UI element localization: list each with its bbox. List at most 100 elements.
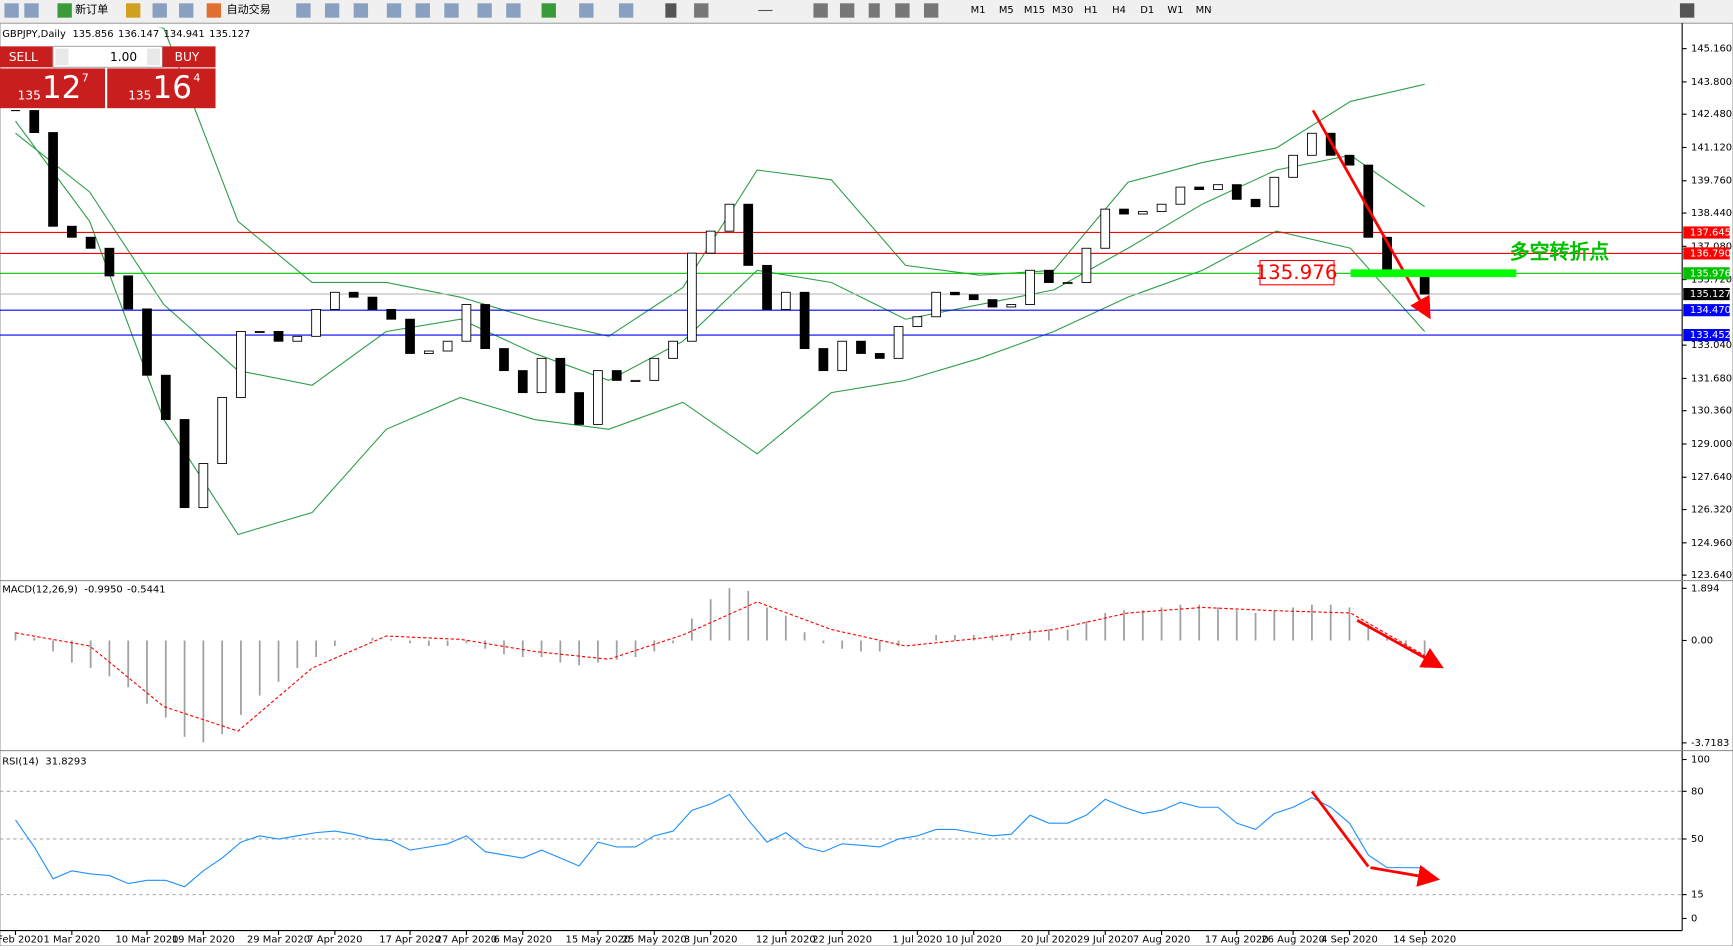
icon[interactable] [839,3,855,18]
icon[interactable] [758,9,773,12]
candle [292,335,303,342]
icon[interactable] [206,3,222,18]
macd-bar [1085,621,1088,641]
icon[interactable] [813,3,828,18]
icon[interactable] [694,3,709,18]
candle [1288,154,1298,178]
x-tick-label: 27 Apr 2020 [436,934,497,945]
icon[interactable] [868,3,880,18]
candle [480,304,491,350]
candle [1194,186,1205,190]
timeframe-button[interactable]: W1 [1167,5,1183,16]
spin-up[interactable] [146,48,161,66]
candle [837,340,848,372]
macd-bar [409,640,411,644]
icon[interactable] [618,3,634,18]
candle [66,225,77,238]
macd-bar [503,640,505,655]
candle [1344,154,1355,166]
icon[interactable] [665,3,677,18]
candle [780,291,791,310]
y-tick-label: 126.320 [1691,505,1732,516]
buy-price-box[interactable] [107,68,216,109]
macd-bar [1423,640,1426,668]
price-level-label: 135.976 [1690,268,1731,279]
timeframe-button[interactable]: M30 [1052,5,1073,16]
x-tick-label: 22 Jun 2020 [812,934,872,945]
icon[interactable] [353,3,369,18]
support-highlight [1350,269,1517,278]
x-tick-label: 26 Aug 2020 [1261,934,1325,945]
buy-price-point[interactable]: 4 [193,71,200,84]
buy-button[interactable] [162,46,216,68]
icon[interactable] [324,3,340,18]
icon[interactable] [24,3,39,18]
timeframe-button[interactable]: MN [1196,5,1212,16]
candle [1043,269,1054,283]
volume-input[interactable] [52,45,164,68]
search-icon[interactable] [1679,3,1695,18]
macd-bar [1047,629,1050,641]
macd-bar [672,640,674,644]
macd-bar [427,640,430,647]
icon[interactable] [152,3,167,18]
sell-price-pips[interactable]: 12 [42,70,81,106]
candle [1062,282,1073,285]
sell-label[interactable]: SELL [9,50,38,64]
macd-bar [1329,604,1332,641]
macd-bar [784,615,787,641]
icon[interactable] [895,3,910,18]
icon[interactable] [506,3,521,18]
candle [968,294,979,301]
icon[interactable] [415,3,430,18]
candle [705,230,716,254]
candle [1025,269,1035,305]
macd-bar [371,637,374,641]
icon[interactable] [541,3,556,18]
timeframe-button[interactable]: M15 [1024,5,1045,16]
x-tick-label: 4 Sep 2020 [1321,934,1378,945]
icon[interactable] [579,3,594,18]
x-tick-label: 10 Mar 2020 [115,934,178,945]
candle [254,331,265,333]
sell-price-box[interactable] [0,68,105,109]
macd-bar [1104,612,1107,641]
spin-down[interactable] [55,48,69,66]
new-order-button[interactable]: 新订单 [75,2,108,16]
y-tick-label: 133.040 [1691,340,1732,351]
icon[interactable] [386,3,402,18]
timeframe-button[interactable]: M5 [999,5,1014,16]
icon[interactable] [444,3,459,18]
macd-bar [690,618,693,641]
icon[interactable] [57,3,72,18]
macd-bar [935,634,938,641]
candle [367,296,378,310]
sell-price-big[interactable]: 135 [18,89,41,103]
macd-bar [296,640,299,669]
y-tick-label: 135.720 [1691,275,1732,286]
icon[interactable] [4,3,19,18]
candle [762,264,772,310]
buy-price-big[interactable]: 135 [128,89,151,103]
timeframe-bar: M1 M5 M15 M30 H1 H4 D1 W1 MN [971,5,1212,16]
macd-bar [446,640,449,647]
timeframe-button[interactable]: H4 [1112,5,1126,16]
candle [236,331,246,398]
auto-trading-button[interactable]: 自动交易 [227,2,271,16]
timeframe-button[interactable]: D1 [1140,5,1154,16]
candle [950,291,960,296]
icon[interactable] [125,3,141,18]
buy-price-pips[interactable]: 16 [153,70,192,106]
sell-price-point[interactable]: 7 [82,71,89,84]
timeframe-button[interactable]: M1 [971,5,986,16]
y-tick-label: 0.00 [1691,635,1713,646]
buy-label[interactable]: BUY [175,50,200,64]
volume-value[interactable]: 1.00 [110,50,137,64]
icon[interactable] [477,3,492,18]
x-tick-label: 17 Apr 2020 [379,934,440,945]
icon[interactable] [179,3,194,18]
icon[interactable] [296,3,311,18]
icon[interactable] [923,3,939,18]
timeframe-button[interactable]: H1 [1084,5,1098,16]
sell-button[interactable] [0,46,54,68]
